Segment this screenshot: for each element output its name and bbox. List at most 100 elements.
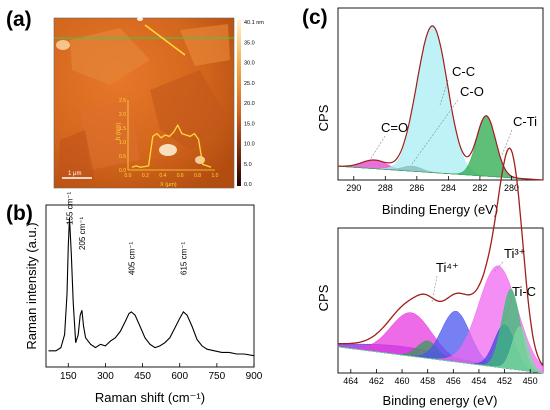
- xps-c1s-chart: 290 288 286 284 282 280 C-C C-O C=O C-Ti Bind…: [316, 7, 544, 217]
- afm-flake: [150, 70, 228, 150]
- afm-flake: [70, 28, 150, 85]
- profile-x-tick-label: 0.6: [177, 173, 184, 179]
- profile-y-tick-label: 1.5: [119, 126, 126, 132]
- xps-x-tick-label: 284: [441, 183, 456, 193]
- colorbar-tick-label: 5.0: [244, 162, 252, 168]
- colorbar-tick-label: 25.0: [244, 81, 255, 87]
- profile-x-tick-label: 0.8: [194, 173, 201, 179]
- raman-x-tick-label: 450: [134, 371, 151, 382]
- colorbar-ticks: 40.1 nm 35.0 30.0 25.0 20.0 15.0 10.0 5.0 0.0: [244, 20, 264, 188]
- raman-x-tick-label: 150: [60, 371, 77, 382]
- raman-plot-frame: [45, 204, 255, 368]
- panel-label-c: (c): [302, 6, 328, 29]
- afm-flake: [80, 100, 140, 170]
- xps-ti2p-plot-frame: [337, 227, 544, 374]
- xps-ti2p-chart: 464 462 460 458 456 454 452 450 Ti⁴⁺ Ti³⁺ Ti-C …: [316, 147, 544, 408]
- profile-y-tick-label: 2.0: [119, 112, 126, 118]
- raman-y-axis-label: Raman intensity (a.u.): [24, 222, 39, 349]
- xps-x-tick-label: 456: [446, 376, 461, 386]
- profile-x-tick-label: 1.0: [212, 173, 219, 179]
- raman-series-line: [48, 217, 255, 357]
- profile-y-tick-label: 1.0: [119, 140, 126, 146]
- xps-c1s-plot-frame: [337, 7, 544, 181]
- colorbar-tick-label: 15.0: [244, 121, 255, 127]
- raman-x-tick-label: 300: [97, 371, 114, 382]
- raman-x-tick-label: 750: [209, 371, 226, 382]
- annotation-ti-c: Ti-C: [512, 284, 536, 299]
- xps-c1s-peaks: [337, 26, 544, 181]
- xps-ti2p-y-axis-label: CPS: [316, 284, 331, 311]
- raman-peak-label: 615 cm⁻¹: [179, 242, 188, 275]
- afm-flake: [58, 130, 95, 185]
- profile-xlabel: X (μm): [160, 182, 177, 188]
- xps-x-tick-label: 290: [346, 183, 361, 193]
- afm-particle: [159, 144, 177, 156]
- xps-x-tick-label: 460: [395, 376, 410, 386]
- colorbar-tick-label: 35.0: [244, 40, 255, 46]
- xps-c1s-x-axis-label: Binding Energy (eV): [382, 202, 498, 217]
- annotation-ti4: Ti⁴⁺: [436, 260, 459, 275]
- profile-x-tick-label: 0.2: [142, 173, 149, 179]
- colorbar-tick-label: 10.0: [244, 142, 255, 148]
- raman-x-tick-label: 600: [171, 371, 188, 382]
- colorbar-tick-label: 20.0: [244, 101, 255, 107]
- annotation-ti3: Ti³⁺: [504, 246, 526, 261]
- raman-peak-label: 155 cm⁻¹: [66, 192, 75, 225]
- xps-x-tick-label: 286: [409, 183, 424, 193]
- xps-c1s-x-ticks: 290 288 286 284 282 280: [346, 176, 519, 193]
- xps-x-tick-label: 452: [497, 376, 512, 386]
- afm-profile-line: [144, 24, 186, 56]
- xps-x-tick-label: 458: [420, 376, 435, 386]
- profile-y-tick-label: 0.0: [119, 168, 126, 174]
- afm-height-profile: [131, 123, 212, 168]
- afm-particle: [195, 156, 205, 164]
- xps-x-tick-label: 450: [523, 376, 538, 386]
- xps-c1s-annotations: C-C C-O C=O C-Ti: [369, 64, 537, 165]
- xps-x-tick-label: 464: [343, 376, 358, 386]
- xps-peak-component: [337, 26, 544, 181]
- colorbar-tick-label: 30.0: [244, 61, 255, 67]
- annotation-c-o-leader: [411, 99, 459, 165]
- profile-y-tick-label: 0.5: [119, 154, 126, 160]
- xps-ti2p-envelope: [338, 147, 544, 366]
- xps-ti2p-annotations: Ti⁴⁺ Ti³⁺ Ti-C: [431, 246, 536, 323]
- profile-x-tick-label: 0.0: [125, 173, 132, 179]
- afm-particle: [56, 40, 70, 50]
- profile-y-tick-label: 2.5: [119, 98, 126, 104]
- annotation-c-o: C-O: [460, 84, 484, 99]
- panel-label-b: (b): [6, 202, 33, 225]
- annotation-c-c-leader: [439, 79, 449, 106]
- afm-panel: h (nm) 2.52.01.51.00.50.0 0.0 0.2 0.4 0.6 0.…: [53, 17, 264, 189]
- panel-label-a: (a): [6, 8, 32, 31]
- xps-peak-component: [337, 326, 544, 374]
- annotation-c-eq-o-leader: [369, 135, 386, 161]
- raman-x-tick-label: 900: [246, 371, 263, 382]
- colorbar-tick-label: 40.1 nm: [244, 20, 264, 26]
- raman-peak-label: 405 cm⁻¹: [127, 242, 136, 275]
- afm-particle: [137, 17, 143, 21]
- xps-c1s-y-axis-label: CPS: [316, 104, 331, 131]
- profile-ylabel: h (nm): [116, 123, 122, 140]
- annotation-c-ti-leader: [501, 129, 513, 156]
- annotation-ti-c-leader: [502, 299, 513, 323]
- annotation-c-c: C-C: [452, 64, 475, 79]
- profile-y-ticks: 2.5 2.0 1.5 1.0 0.5 0.0: [119, 98, 126, 174]
- annotation-ti3-leader: [493, 261, 504, 273]
- xps-x-tick-label: 454: [471, 376, 486, 386]
- xps-x-tick-label: 282: [472, 183, 487, 193]
- colorbar: [237, 20, 241, 186]
- afm-flake: [180, 24, 230, 66]
- xps-x-tick-label: 288: [378, 183, 393, 193]
- profile-x-tick-label: 0.4: [159, 173, 166, 179]
- xps-ti2p-x-ticks: 464 462 460 458 456 454 452 450: [343, 369, 538, 386]
- annotation-c-eq-o: C=O: [381, 120, 408, 135]
- annotation-ti4-leader: [431, 275, 438, 303]
- annotation-c-ti: C-Ti: [513, 114, 537, 129]
- raman-x-ticks: 150 300 450 600 750 900: [60, 363, 263, 382]
- raman-peak-label: 205 cm⁻¹: [78, 217, 87, 250]
- xps-c1s-envelope: [338, 25, 544, 181]
- xps-x-tick-label: 462: [369, 376, 384, 386]
- profile-x-ticks: 0.0 0.2 0.4 0.6 0.8 1.0: [125, 173, 219, 179]
